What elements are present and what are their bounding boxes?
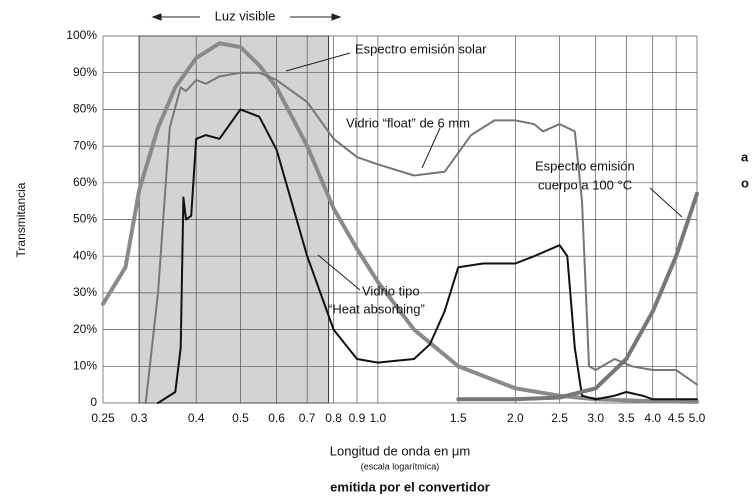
annotation: cuerpo a 100 °C [538,177,632,192]
series-line [157,108,698,404]
arrow [285,52,351,72]
footer: emitida por el convertidor [330,479,490,494]
x-tick-label: 0.6 [268,411,285,425]
arrow-head [331,13,342,21]
y-tick-label: 100% [66,28,97,42]
x-tick-label: 0.5 [232,411,249,425]
y-tick-label: 60% [73,175,97,189]
y-tick-label: 20% [73,322,97,336]
x-tick-label: 0.9 [349,411,366,425]
annotation: Espectro emisión solar [355,41,487,56]
arrow [421,127,441,169]
band-layer [102,35,698,404]
y-tick-label: 30% [73,285,97,299]
x-tick-label: 0.25 [91,411,115,425]
y-tick-label: 40% [73,248,97,262]
y-axis-label: Transmitancia [14,182,28,257]
x-tick-label: 0.8 [325,411,342,425]
x-tick-label: 0.4 [188,411,205,425]
x-axis-label: Longitud de onda en μm [330,443,471,458]
arrow [317,254,361,291]
x-axis-note: (escala logarítmica) [361,461,440,471]
y-tick-label: 50% [73,212,97,226]
annotation: Luz visible [215,8,276,23]
x-tick-label: 0.3 [131,411,148,425]
x-tick-label: 2.0 [507,411,524,425]
x-tick-label: 4.0 [644,411,661,425]
annotation: Vidrio tipo [362,283,420,298]
x-tick-label: 2.5 [551,411,568,425]
y-tick-label: 90% [73,65,97,79]
arrow-head [151,13,162,21]
annotation: Vidrio “float” de 6 mm [346,115,470,130]
x-tick-label: 3.0 [587,411,604,425]
y-tick-label: 0 [90,395,97,409]
annotation: Espectro emisión [535,158,635,173]
annotation: o [741,175,749,190]
arrows [151,13,683,291]
y-tick-label: 70% [73,138,97,152]
x-tick-label: 4.5 [668,411,685,425]
x-tick-label: 1.0 [370,411,387,425]
series-line [101,41,699,404]
x-tick-label: 5.0 [689,411,706,425]
series-line [456,191,699,402]
annotation: “Heat absorbing” [328,301,425,316]
annotation: a [741,149,749,164]
y-tick-label: 80% [73,102,97,116]
x-tick-label: 3.5 [618,411,635,425]
y-tick-label: 10% [73,358,97,372]
arrow [649,187,683,218]
series-line [144,71,698,404]
x-tick-label: 1.5 [450,411,467,425]
x-tick-label: 0.7 [299,411,316,425]
